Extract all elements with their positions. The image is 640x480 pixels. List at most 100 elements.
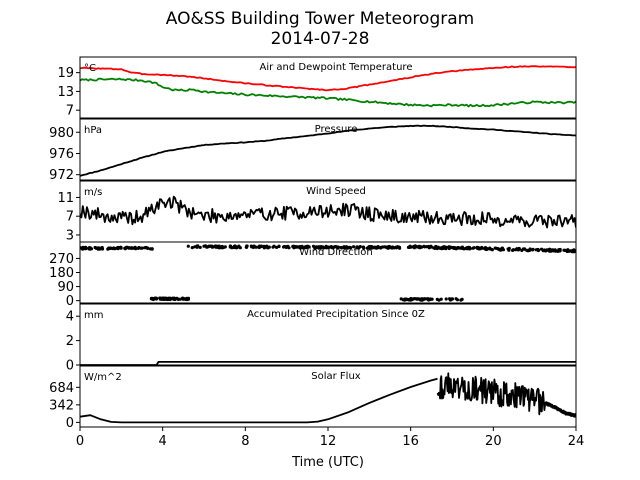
wind-direction-point xyxy=(385,246,389,250)
wind-direction-point xyxy=(159,297,163,301)
wind-direction-point xyxy=(337,245,341,249)
y-tick-label-solar-flux: 0 xyxy=(66,416,74,431)
wind-direction-point xyxy=(435,297,439,301)
wind-direction-point xyxy=(116,246,120,250)
wind-direction-point xyxy=(262,244,266,248)
wind-direction-point xyxy=(282,245,286,249)
wind-direction-point xyxy=(296,245,300,249)
wind-direction-point xyxy=(373,245,377,249)
wind-direction-point xyxy=(108,246,112,250)
wind-direction-point xyxy=(494,246,498,250)
wind-direction-point xyxy=(399,297,403,301)
wind-direction-point xyxy=(132,246,136,250)
y-tick-label-precipitation: 0 xyxy=(66,359,74,374)
wind-direction-point xyxy=(300,245,305,249)
wind-direction-point xyxy=(151,297,155,302)
wind-direction-point xyxy=(412,244,416,248)
wind-direction-point xyxy=(304,245,308,249)
wind-direction-point xyxy=(438,246,442,250)
y-tick-label-wind-direction: 0 xyxy=(66,294,74,309)
y-tick-label-wind-speed: 3 xyxy=(66,228,74,243)
wind-direction-point xyxy=(475,245,479,249)
wind-direction-point xyxy=(210,244,214,248)
panel-precipitation: 0 2 4 Accumulated Precipitation Since 0Z mm xyxy=(66,303,577,374)
wind-direction-point xyxy=(428,297,432,302)
wind-direction-point xyxy=(206,245,210,249)
wind-direction-point xyxy=(411,297,415,301)
wind-direction-point xyxy=(536,248,541,252)
series-line-temperature-0 xyxy=(80,65,576,92)
wind-direction-point xyxy=(562,248,566,252)
wind-direction-point xyxy=(425,297,429,301)
wind-direction-point xyxy=(150,247,154,251)
wind-direction-point xyxy=(376,245,380,249)
wind-direction-point xyxy=(94,246,98,250)
figure-title-line1: AO&SS Building Tower Meteorogram xyxy=(166,9,474,29)
wind-direction-point xyxy=(356,245,360,250)
wind-direction-point xyxy=(516,247,521,251)
wind-direction-point xyxy=(566,248,570,252)
wind-direction-point xyxy=(490,247,494,252)
wind-direction-point xyxy=(217,244,221,248)
series-line-temperature-1 xyxy=(80,77,576,108)
wind-direction-point xyxy=(445,245,449,249)
x-tick-label: 20 xyxy=(485,434,502,449)
wind-direction-point xyxy=(178,297,182,301)
panel-title-wind-speed: Wind Speed xyxy=(306,186,366,197)
wind-direction-point xyxy=(444,297,448,301)
wind-direction-point xyxy=(277,244,281,248)
wind-direction-point xyxy=(433,246,437,250)
wind-direction-point xyxy=(435,246,439,251)
wind-direction-point xyxy=(333,245,337,249)
x-axis-label: Time (UTC) xyxy=(291,455,364,470)
y-tick-label-precipitation: 2 xyxy=(66,334,74,349)
wind-direction-point xyxy=(346,246,350,250)
y-tick-label-temperature: 13 xyxy=(57,85,74,100)
y-tick-label-wind-direction: 180 xyxy=(49,266,74,281)
wind-direction-point xyxy=(397,245,401,249)
wind-direction-point xyxy=(511,248,515,252)
panel-unit-temperature: °C xyxy=(84,63,96,74)
wind-direction-point xyxy=(220,246,224,250)
panel-plot-area xyxy=(80,361,576,365)
wind-direction-point xyxy=(551,248,555,252)
wind-direction-point xyxy=(173,297,177,301)
panel-pressure: 972 976 980 Pressure hPa xyxy=(49,118,577,183)
y-tick-label-solar-flux: 684 xyxy=(49,381,74,396)
wind-direction-point xyxy=(250,245,254,249)
wind-direction-point xyxy=(319,245,323,249)
wind-direction-point xyxy=(520,248,524,252)
wind-direction-point xyxy=(526,249,530,253)
wind-direction-point xyxy=(455,298,460,302)
wind-direction-point xyxy=(390,246,394,250)
wind-direction-point xyxy=(186,244,190,248)
wind-direction-point xyxy=(326,246,330,250)
wind-direction-point xyxy=(419,245,424,249)
y-tick-label-solar-flux: 342 xyxy=(49,398,74,413)
y-tick-label-wind-speed: 7 xyxy=(66,210,74,225)
y-tick-label-precipitation: 4 xyxy=(66,310,74,325)
x-tick-label: 16 xyxy=(402,434,419,449)
wind-direction-point xyxy=(139,246,143,250)
wind-direction-point xyxy=(202,244,206,248)
wind-direction-point xyxy=(403,298,407,302)
wind-direction-point xyxy=(144,245,148,250)
y-tick-label-temperature: 7 xyxy=(66,104,74,119)
wind-direction-point xyxy=(553,248,557,252)
wind-direction-point xyxy=(275,245,279,249)
wind-direction-point xyxy=(415,245,419,249)
y-tick-label-pressure: 972 xyxy=(49,168,74,183)
wind-direction-point xyxy=(383,245,387,249)
wind-direction-point xyxy=(460,246,464,250)
y-tick-label-wind-speed: 11 xyxy=(57,191,74,206)
wind-direction-point xyxy=(441,245,445,249)
wind-direction-point xyxy=(123,247,127,251)
wind-direction-point xyxy=(352,245,356,249)
wind-direction-point xyxy=(257,245,261,250)
wind-direction-point xyxy=(84,246,88,250)
wind-direction-point xyxy=(341,246,345,250)
wind-direction-point xyxy=(111,247,115,251)
wind-direction-point xyxy=(245,244,249,248)
panel-plot-area xyxy=(80,124,576,177)
